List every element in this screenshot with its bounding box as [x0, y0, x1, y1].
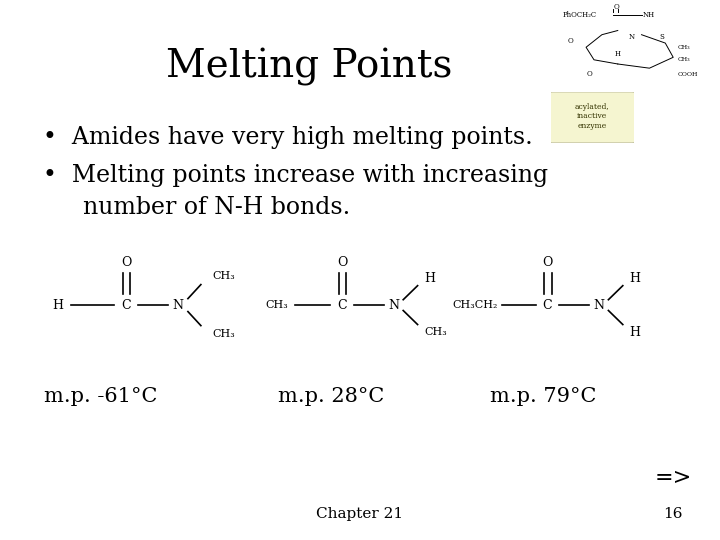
Text: acylated,
inactive
enzyme: acylated, inactive enzyme — [575, 103, 610, 130]
Text: N: N — [388, 299, 400, 312]
Text: CH₃: CH₃ — [212, 329, 235, 339]
Text: N: N — [593, 299, 605, 312]
Text: C: C — [337, 299, 347, 312]
Text: O: O — [543, 256, 553, 269]
Text: N: N — [629, 33, 635, 41]
Text: O: O — [567, 37, 573, 45]
Text: Melting Points: Melting Points — [166, 49, 453, 86]
Text: m.p. 28°C: m.p. 28°C — [278, 387, 384, 407]
Text: O: O — [338, 256, 348, 269]
Text: H: H — [629, 326, 640, 339]
Text: CH₃: CH₃ — [678, 45, 690, 50]
Text: N: N — [172, 299, 184, 312]
Text: m.p. -61°C: m.p. -61°C — [44, 387, 158, 407]
Text: H: H — [52, 299, 63, 312]
Text: NH: NH — [643, 11, 655, 19]
Text: C: C — [542, 299, 552, 312]
Text: 16: 16 — [663, 507, 683, 521]
Text: O: O — [613, 3, 619, 11]
Text: O: O — [586, 70, 592, 78]
Text: CH₃: CH₃ — [678, 57, 690, 62]
Text: S: S — [660, 33, 665, 41]
Text: H: H — [615, 50, 621, 58]
Text: CH₃: CH₃ — [424, 327, 447, 337]
Text: C: C — [121, 299, 131, 312]
Text: PhOCH₂C: PhOCH₂C — [562, 11, 596, 19]
Text: =>: => — [654, 467, 692, 489]
Text: Chapter 21: Chapter 21 — [316, 507, 404, 521]
Text: number of N-H bonds.: number of N-H bonds. — [83, 197, 350, 219]
Text: •  Melting points increase with increasing: • Melting points increase with increasin… — [43, 164, 549, 187]
Text: H: H — [424, 272, 435, 285]
Text: CH₃: CH₃ — [212, 272, 235, 281]
FancyBboxPatch shape — [549, 92, 636, 143]
Text: CH₃CH₂: CH₃CH₂ — [452, 300, 498, 310]
Text: CH₃: CH₃ — [266, 300, 289, 310]
Text: •  Amides have very high melting points.: • Amides have very high melting points. — [43, 126, 533, 149]
Text: O: O — [122, 256, 132, 269]
Text: COOH: COOH — [678, 71, 698, 77]
Text: H: H — [629, 272, 640, 285]
Text: m.p. 79°C: m.p. 79°C — [490, 387, 597, 407]
